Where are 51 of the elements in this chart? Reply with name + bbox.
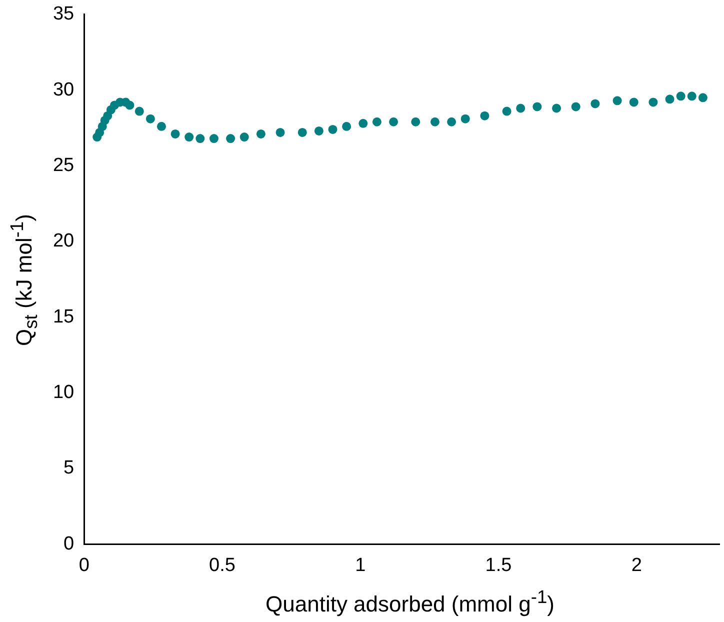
point — [209, 134, 218, 144]
point — [314, 126, 324, 136]
point — [256, 129, 266, 138]
point — [156, 122, 166, 131]
point — [125, 100, 134, 110]
point — [170, 129, 180, 138]
point — [430, 117, 440, 126]
point — [612, 96, 622, 106]
y-tick-label: 15 — [52, 306, 74, 328]
point — [276, 128, 285, 137]
y-tick-label: 25 — [52, 155, 74, 176]
point — [134, 106, 144, 116]
y-tick-label: 0 — [64, 533, 74, 554]
point — [648, 98, 658, 107]
point — [571, 102, 580, 112]
point — [665, 94, 674, 104]
point — [411, 117, 420, 126]
point — [328, 124, 338, 134]
point — [629, 98, 638, 107]
point — [298, 128, 307, 137]
point — [240, 132, 249, 142]
y-tick-label: 10 — [52, 382, 74, 404]
point — [698, 93, 708, 102]
x-tick-label: 1 — [355, 554, 366, 576]
x-tick-label: 0.5 — [209, 554, 236, 576]
point — [358, 118, 368, 128]
point — [372, 117, 382, 126]
point — [552, 104, 562, 113]
point — [389, 117, 398, 126]
point — [460, 114, 470, 124]
point — [516, 104, 526, 113]
point — [146, 114, 155, 124]
x-tick-label: 1.5 — [485, 554, 512, 576]
y-tick-label: 35 — [52, 4, 74, 25]
x-axis-title: Quantity adsorbed (mmol g$^{-1}$) — [264, 586, 556, 618]
y-tick-label: 20 — [52, 230, 74, 252]
y-tick-label: 5 — [64, 458, 74, 479]
point — [480, 111, 490, 120]
point — [532, 102, 542, 112]
point — [342, 122, 352, 131]
point — [502, 106, 512, 116]
point — [687, 92, 696, 101]
point — [196, 134, 205, 144]
x-tick-label: 2 — [631, 554, 642, 576]
point — [676, 92, 686, 101]
point — [447, 117, 456, 126]
point — [184, 132, 194, 142]
point — [226, 134, 236, 144]
x-tick-label: 0 — [78, 554, 90, 576]
point — [590, 99, 600, 108]
y-tick-label: 30 — [52, 79, 74, 100]
